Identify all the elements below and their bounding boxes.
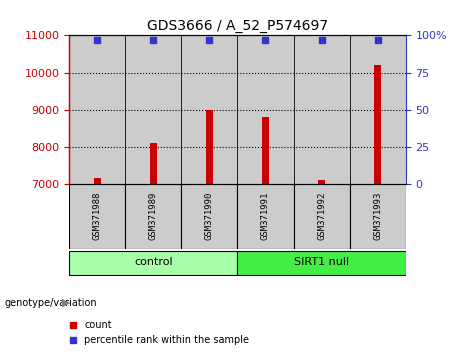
Bar xyxy=(237,251,406,275)
Bar xyxy=(294,184,349,249)
Bar xyxy=(349,184,406,249)
Text: SIRT1 null: SIRT1 null xyxy=(294,257,349,267)
Bar xyxy=(69,184,125,249)
Bar xyxy=(318,180,325,184)
Bar xyxy=(374,65,381,184)
Bar xyxy=(237,184,294,249)
Bar xyxy=(237,35,294,184)
Text: GSM371992: GSM371992 xyxy=(317,192,326,240)
Text: GSM371993: GSM371993 xyxy=(373,192,382,240)
Bar xyxy=(206,110,213,184)
Bar xyxy=(94,178,100,184)
Text: ▶: ▶ xyxy=(62,298,71,308)
Bar xyxy=(125,184,181,249)
Title: GDS3666 / A_52_P574697: GDS3666 / A_52_P574697 xyxy=(147,19,328,33)
Text: GSM371990: GSM371990 xyxy=(205,192,214,240)
Bar xyxy=(262,117,269,184)
Text: GSM371991: GSM371991 xyxy=(261,192,270,240)
Text: GSM371989: GSM371989 xyxy=(149,192,158,240)
Bar xyxy=(125,35,181,184)
Bar xyxy=(181,184,237,249)
Legend: count, percentile rank within the sample: count, percentile rank within the sample xyxy=(65,316,253,349)
Bar xyxy=(349,35,406,184)
Text: genotype/variation: genotype/variation xyxy=(5,298,97,308)
Bar xyxy=(294,35,349,184)
Text: GSM371988: GSM371988 xyxy=(93,192,102,240)
Bar xyxy=(181,35,237,184)
Bar xyxy=(69,251,237,275)
Bar xyxy=(150,143,157,184)
Text: control: control xyxy=(134,257,172,267)
Bar xyxy=(69,35,125,184)
